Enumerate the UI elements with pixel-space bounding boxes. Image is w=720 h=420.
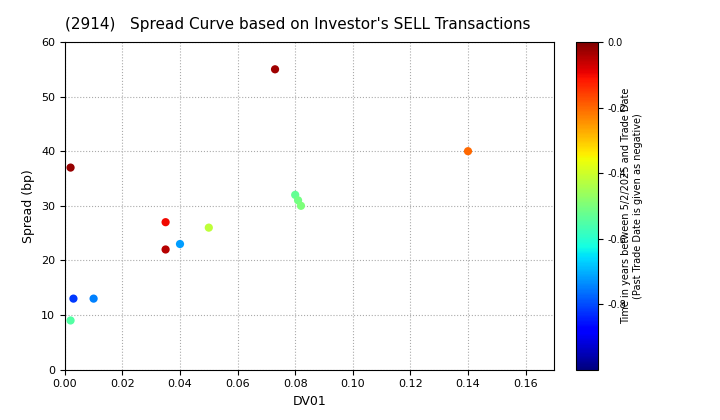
Point [174, 241, 186, 247]
Point [462, 148, 474, 155]
Point [203, 224, 215, 231]
Point [292, 197, 304, 204]
Point [65, 164, 76, 171]
Point [88, 295, 99, 302]
Point [68, 295, 79, 302]
Point [160, 219, 171, 226]
Point [160, 246, 171, 253]
X-axis label: DV01: DV01 [293, 395, 326, 408]
Point [65, 317, 76, 324]
Y-axis label: Spread (bp): Spread (bp) [22, 169, 35, 243]
Point [295, 202, 307, 209]
Point [289, 192, 301, 198]
Point [269, 66, 281, 73]
Y-axis label: Time in years between 5/2/2025 and Trade Date
(Past Trade Date is given as negat: Time in years between 5/2/2025 and Trade… [621, 88, 642, 324]
Text: (2914)   Spread Curve based on Investor's SELL Transactions: (2914) Spread Curve based on Investor's … [65, 17, 531, 32]
